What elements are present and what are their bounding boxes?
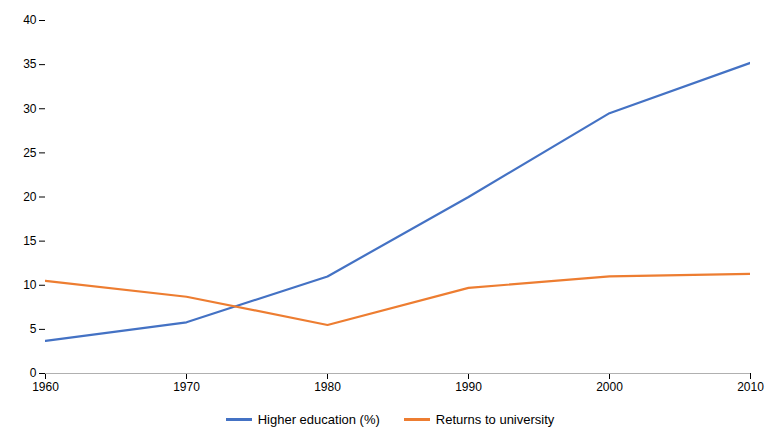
svg-text:20: 20 bbox=[23, 190, 37, 204]
svg-text:1960: 1960 bbox=[32, 380, 59, 394]
svg-text:1970: 1970 bbox=[173, 380, 200, 394]
html-text:Returns to university: Returns to university bbox=[435, 412, 555, 427]
svg-text:40: 40 bbox=[23, 13, 37, 27]
svg-text:1980: 1980 bbox=[314, 380, 341, 394]
svg-text:30: 30 bbox=[23, 102, 37, 116]
svg-text:1990: 1990 bbox=[455, 380, 482, 394]
svg-text:35: 35 bbox=[23, 57, 37, 71]
svg-text:2010: 2010 bbox=[737, 380, 764, 394]
svg-text:15: 15 bbox=[23, 234, 37, 248]
svg-text:0: 0 bbox=[30, 366, 37, 380]
svg-text:2000: 2000 bbox=[596, 380, 623, 394]
svg-text:10: 10 bbox=[23, 278, 37, 292]
html-text:Higher education (%): Higher education (%) bbox=[257, 412, 380, 427]
svg-text:25: 25 bbox=[23, 146, 37, 160]
svg-text:5: 5 bbox=[30, 322, 37, 336]
